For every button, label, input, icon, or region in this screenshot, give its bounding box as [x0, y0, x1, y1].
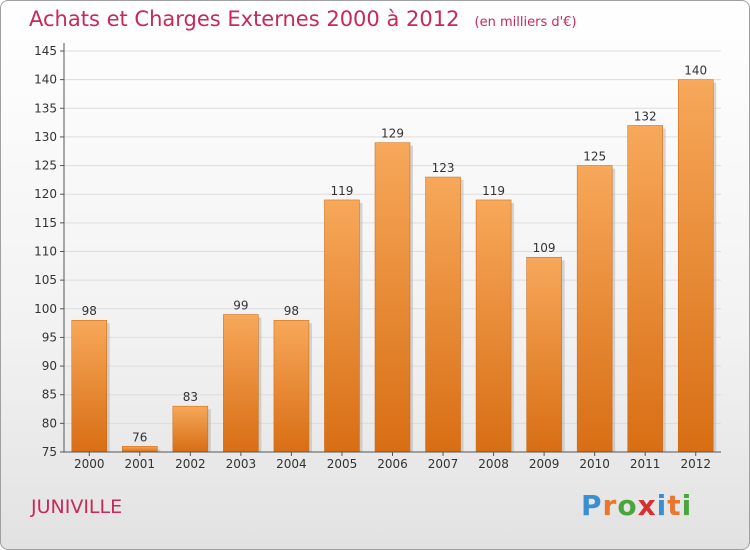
bar-group: [122, 446, 161, 453]
bar-group: [223, 314, 262, 453]
x-tick-label: 2000: [74, 457, 105, 471]
x-tick-label: 2009: [529, 457, 560, 471]
logo-letter: r: [602, 489, 618, 522]
bar-group: [374, 142, 413, 453]
data-label: 140: [684, 64, 707, 78]
bar: [172, 405, 209, 453]
x-tick-label: 2004: [276, 457, 307, 471]
y-tick-label: 105: [34, 273, 57, 287]
y-tick-label: 110: [34, 245, 57, 259]
bar-group: [576, 165, 616, 453]
y-tick-label: 125: [34, 159, 57, 173]
x-tick-label: 2008: [478, 457, 509, 471]
x-tick-label: 2001: [125, 457, 156, 471]
bar-group: [273, 319, 312, 453]
bar-group: [172, 405, 211, 453]
title-unit: (en milliers d'€): [474, 15, 577, 30]
data-label: 125: [583, 150, 606, 164]
x-tick-label: 2006: [377, 457, 408, 471]
bar: [475, 199, 512, 453]
y-tick-label: 95: [42, 330, 57, 344]
y-tick-label: 90: [42, 359, 57, 373]
bar: [677, 79, 714, 453]
bar-group: [526, 256, 565, 453]
x-tick-label: 2003: [226, 457, 257, 471]
data-label: 119: [331, 184, 354, 198]
bar-group: [627, 125, 666, 453]
chart-title: Achats et Charges Externes 2000 à 2012 (…: [29, 7, 577, 31]
logo-letter: x: [637, 489, 657, 522]
data-label: 129: [381, 127, 404, 141]
data-label: 99: [233, 299, 248, 313]
x-tick-label: 2005: [327, 457, 358, 471]
title-main: Achats et Charges Externes 2000 à 2012: [29, 7, 460, 31]
x-tick-label: 2002: [175, 457, 206, 471]
bar: [273, 319, 310, 453]
logo-letter: t: [667, 489, 682, 522]
data-label: 98: [284, 304, 299, 318]
y-tick-label: 75: [42, 445, 57, 459]
y-tick-label: 135: [34, 101, 57, 115]
logo-letter: i: [656, 489, 668, 522]
data-label: 132: [634, 109, 657, 123]
y-tick-label: 145: [34, 44, 57, 58]
y-tick-label: 140: [34, 73, 57, 87]
x-tick-label: 2010: [579, 457, 610, 471]
bar: [71, 319, 108, 453]
bar-group: [475, 199, 515, 453]
logo-letter: i: [681, 489, 693, 522]
data-label: 123: [432, 161, 455, 175]
x-tick-label: 2011: [630, 457, 661, 471]
bar: [324, 199, 360, 453]
bar: [223, 314, 259, 453]
bar-group: [425, 176, 464, 453]
bar-group: [71, 319, 110, 453]
proxiti-logo[interactable]: Proxiti: [581, 489, 692, 522]
bar: [374, 142, 411, 453]
data-label: 83: [183, 390, 198, 404]
data-label: 119: [482, 184, 505, 198]
bar-group: [324, 199, 363, 453]
y-tick-label: 120: [34, 187, 57, 201]
y-tick-label: 130: [34, 130, 57, 144]
bar: [576, 165, 613, 453]
data-label: 98: [82, 304, 97, 318]
x-tick-label: 2012: [680, 457, 711, 471]
data-label: 109: [533, 241, 556, 255]
y-tick-label: 85: [42, 388, 57, 402]
bar: [122, 446, 158, 453]
bar-group: [677, 79, 717, 453]
logo-letter: P: [581, 489, 603, 522]
bar: [425, 176, 461, 453]
x-tick-label: 2007: [428, 457, 459, 471]
y-tick-label: 100: [34, 302, 57, 316]
logo-letter: o: [617, 489, 638, 522]
town-name: JUNIVILLE: [31, 496, 123, 518]
y-tick-label: 80: [42, 416, 57, 430]
y-tick-label: 115: [34, 216, 57, 230]
bar: [627, 125, 663, 453]
data-label: 76: [132, 430, 147, 444]
bar: [526, 256, 562, 453]
